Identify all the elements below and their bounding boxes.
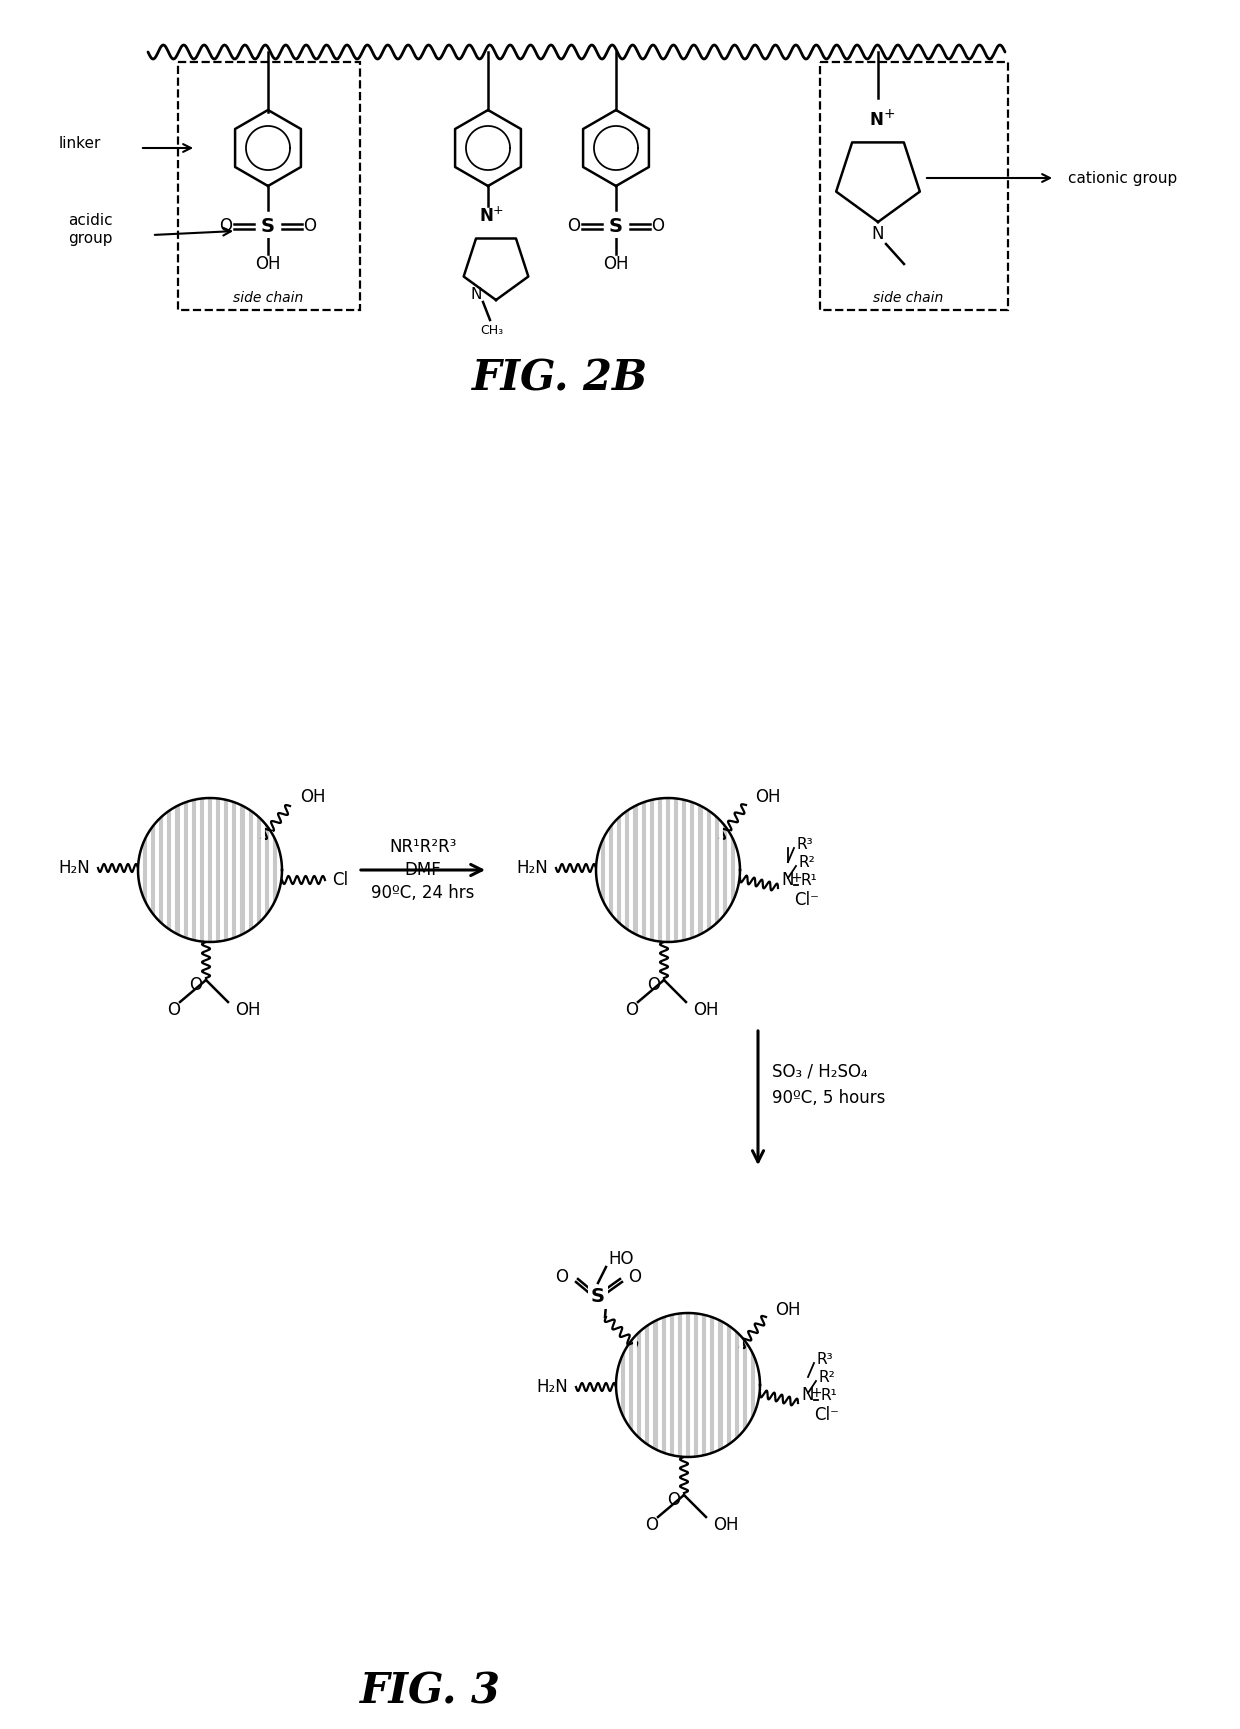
Text: O: O [647, 975, 661, 994]
Text: OH: OH [713, 1516, 739, 1534]
Text: OH: OH [693, 1001, 718, 1018]
Text: CH₃: CH₃ [480, 323, 503, 337]
Text: side chain: side chain [873, 290, 944, 304]
Text: N: N [872, 225, 884, 244]
Text: R³: R³ [796, 837, 812, 851]
Text: O: O [646, 1516, 658, 1534]
Text: N: N [781, 871, 794, 889]
Text: N: N [479, 207, 494, 225]
Circle shape [616, 1312, 760, 1458]
Text: side chain: side chain [233, 290, 303, 304]
Text: NR¹R²R³: NR¹R²R³ [389, 839, 456, 856]
Text: Cl⁻: Cl⁻ [794, 890, 818, 909]
Text: R³: R³ [816, 1352, 832, 1366]
Text: acidic: acidic [68, 213, 113, 228]
Text: N: N [470, 287, 481, 301]
Text: DMF: DMF [404, 861, 441, 878]
Text: H₂N: H₂N [516, 859, 548, 877]
Text: O: O [556, 1267, 568, 1286]
Text: O: O [304, 218, 316, 235]
Text: O: O [167, 1001, 181, 1018]
Text: S: S [609, 216, 622, 235]
Text: O: O [667, 1490, 681, 1509]
Text: S: S [260, 216, 275, 235]
Text: HO: HO [608, 1250, 634, 1267]
Text: O: O [627, 1267, 641, 1286]
Text: Cl⁻: Cl⁻ [813, 1406, 839, 1425]
Text: R²: R² [799, 854, 815, 870]
Text: cationic group: cationic group [1068, 171, 1177, 185]
Text: H₂N: H₂N [58, 859, 91, 877]
Text: O: O [568, 218, 580, 235]
Circle shape [596, 799, 740, 942]
Text: 90ºC, 5 hours: 90ºC, 5 hours [773, 1089, 885, 1107]
Text: OH: OH [755, 788, 780, 806]
Text: Cl: Cl [332, 871, 348, 889]
Text: +: + [492, 204, 503, 216]
Text: +: + [883, 107, 895, 121]
Text: S: S [591, 1288, 605, 1307]
Text: R¹: R¹ [820, 1387, 837, 1402]
Text: OH: OH [236, 1001, 260, 1018]
Text: O: O [190, 975, 202, 994]
Text: FIG. 3: FIG. 3 [360, 1670, 501, 1713]
Text: +: + [810, 1387, 822, 1400]
Text: H₂N: H₂N [536, 1378, 568, 1395]
Text: SO₃ / H₂SO₄: SO₃ / H₂SO₄ [773, 1063, 868, 1081]
Text: +: + [790, 871, 801, 885]
Text: OH: OH [775, 1300, 801, 1319]
Text: O: O [625, 1001, 639, 1018]
Circle shape [138, 799, 281, 942]
Text: N: N [801, 1387, 813, 1404]
Text: FIG. 2B: FIG. 2B [472, 356, 649, 399]
Text: 90ºC, 24 hrs: 90ºC, 24 hrs [371, 884, 475, 903]
Text: O: O [219, 218, 233, 235]
Text: R²: R² [818, 1369, 835, 1385]
Text: OH: OH [300, 788, 325, 806]
Text: linker: linker [58, 135, 102, 150]
Text: OH: OH [603, 254, 629, 273]
Text: group: group [68, 230, 113, 246]
Text: OH: OH [255, 254, 280, 273]
Text: O: O [651, 218, 665, 235]
Text: N: N [869, 111, 883, 130]
Text: R¹: R¹ [800, 873, 817, 887]
